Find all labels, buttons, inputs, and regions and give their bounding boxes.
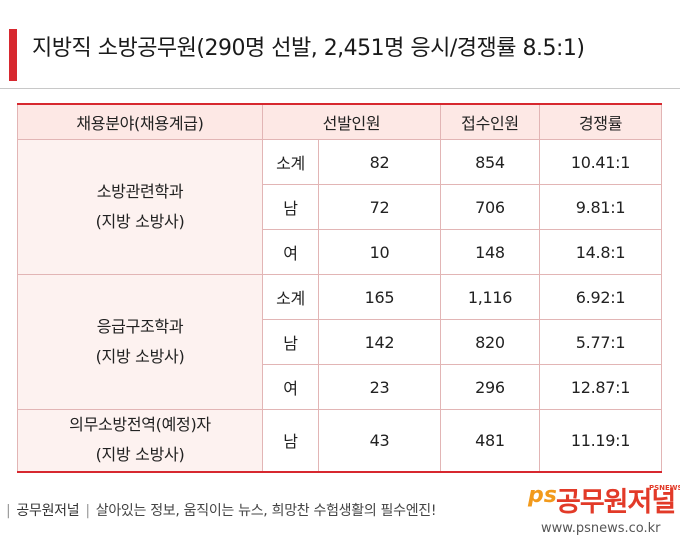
- sub-label: 남: [262, 319, 319, 365]
- selected-count: 142: [318, 319, 441, 365]
- category-rank: (지방 소방사): [95, 445, 185, 465]
- competition-ratio: 5.77:1: [539, 319, 662, 365]
- category-name: 소방관련학과: [96, 182, 184, 201]
- applied-count: 481: [440, 409, 540, 473]
- footer-tagline: | 공무원저널 | 살아있는 정보, 움직이는 뉴스, 희망찬 수험생활의 필수엔진!: [0, 500, 436, 520]
- sub-label: 여: [262, 229, 319, 275]
- table-row: 응급구조학과 (지방 소방사) 소계 165 1,116 6.92:1: [17, 274, 662, 410]
- header-ratio: 경쟁률: [539, 103, 662, 140]
- logo-name: 공무원저널: [556, 487, 676, 518]
- title-accent-bar: [9, 29, 17, 81]
- footer-separator: |: [85, 503, 90, 519]
- applied-count: 854: [440, 139, 540, 185]
- category-cell: 의무소방전역(예정)자 (지방 소방사): [17, 409, 263, 473]
- selected-count: 10: [318, 229, 441, 275]
- footer-slogan: 살아있는 정보, 움직이는 뉴스, 희망찬 수험생활의 필수엔진!: [95, 503, 437, 519]
- footer-separator: |: [6, 503, 11, 519]
- applied-count: 1,116: [440, 274, 540, 320]
- sub-label: 남: [262, 409, 319, 473]
- category-name: 의무소방전역(예정)자: [69, 415, 211, 435]
- applied-count: 148: [440, 229, 540, 275]
- page-title: 지방직 소방공무원(290명 선발, 2,451명 응시/경쟁률 8.5:1): [32, 36, 585, 61]
- category-name: 응급구조학과: [96, 317, 184, 336]
- logo-ps-mark: ps: [528, 483, 557, 508]
- competition-ratio: 14.8:1: [539, 229, 662, 275]
- header-applied: 접수인원: [440, 103, 540, 140]
- selected-count: 165: [318, 274, 441, 320]
- applied-count: 706: [440, 184, 540, 230]
- site-url: www.psnews.co.kr: [541, 521, 661, 536]
- table-row: 여 23 296 12.87:1: [18, 364, 662, 410]
- sub-label: 소계: [262, 274, 319, 320]
- category-rank: (지방 소방사): [95, 347, 185, 366]
- table-row: 남 72 706 9.81:1: [18, 184, 662, 230]
- title-divider: [0, 88, 680, 89]
- table-row: 남 142 820 5.77:1: [18, 319, 662, 365]
- competition-ratio: 11.19:1: [539, 409, 662, 473]
- category-cell: 소방관련학과 (지방 소방사): [17, 139, 263, 275]
- category-rank: (지방 소방사): [95, 212, 185, 231]
- table-header-row: 채용분야(채용계급) 선발인원 접수인원 경쟁률: [17, 103, 662, 140]
- logo-small-text: PSNEWS: [649, 484, 680, 492]
- selected-count: 82: [318, 139, 441, 185]
- footer-brand: 공무원저널: [16, 503, 80, 519]
- recruitment-table: 채용분야(채용계급) 선발인원 접수인원 경쟁률 소방관련학과 (지방 소방사)…: [17, 103, 662, 473]
- selected-count: 23: [318, 364, 441, 410]
- applied-count: 820: [440, 319, 540, 365]
- table-row: 여 10 148 14.8:1: [18, 229, 662, 275]
- competition-ratio: 12.87:1: [539, 364, 662, 410]
- header-category: 채용분야(채용계급): [17, 103, 263, 140]
- sub-label: 여: [262, 364, 319, 410]
- table-row: 의무소방전역(예정)자 (지방 소방사) 남 43 481 11.19:1: [17, 409, 662, 473]
- psnews-logo: ps 공무원저널 PSNEWS: [528, 480, 680, 520]
- header-selected: 선발인원: [262, 103, 441, 140]
- selected-count: 72: [318, 184, 441, 230]
- competition-ratio: 6.92:1: [539, 274, 662, 320]
- applied-count: 296: [440, 364, 540, 410]
- competition-ratio: 10.41:1: [539, 139, 662, 185]
- sub-label: 남: [262, 184, 319, 230]
- table-row: 소방관련학과 (지방 소방사) 소계 82 854 10.41:1: [17, 139, 662, 275]
- competition-ratio: 9.81:1: [539, 184, 662, 230]
- category-cell: 응급구조학과 (지방 소방사): [17, 274, 263, 410]
- selected-count: 43: [318, 409, 441, 473]
- sub-label: 소계: [262, 139, 319, 185]
